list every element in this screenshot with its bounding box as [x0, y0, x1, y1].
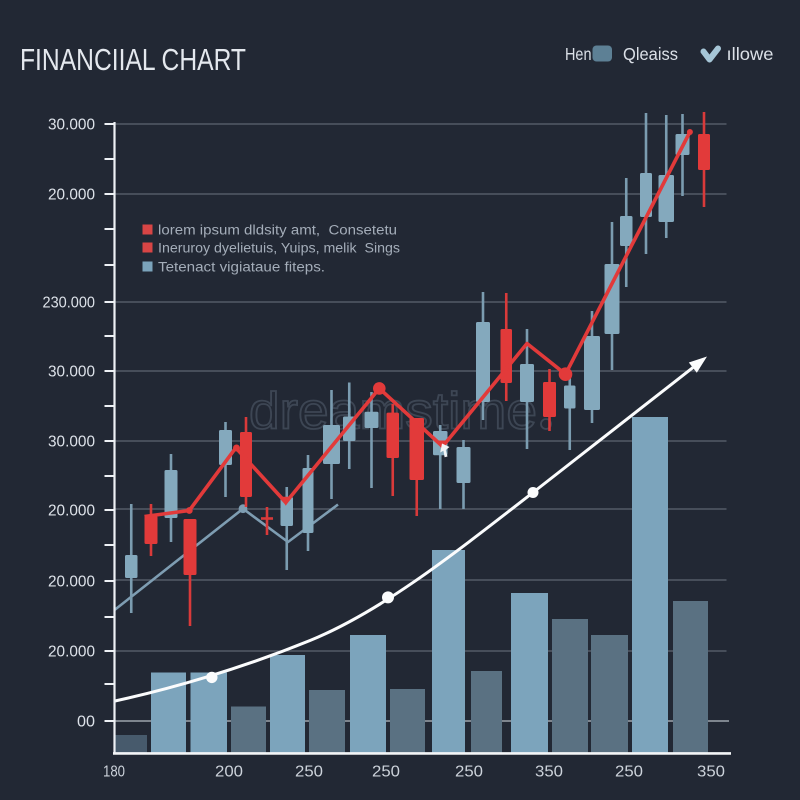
svg-text:Hen: Hen — [565, 44, 592, 64]
svg-text:20.000: 20.000 — [48, 503, 95, 520]
svg-text:350: 350 — [535, 764, 563, 781]
svg-text:250: 250 — [615, 764, 643, 781]
svg-text:30.000: 30.000 — [48, 117, 95, 134]
svg-text:FINANCIIAL CHART: FINANCIIAL CHART — [20, 42, 246, 77]
svg-text:20.000: 20.000 — [48, 644, 95, 661]
svg-text:00: 00 — [77, 714, 95, 731]
svg-text:20.000: 20.000 — [48, 187, 95, 204]
svg-text:180: 180 — [103, 764, 125, 781]
svg-text:250: 250 — [295, 764, 323, 781]
svg-text:250: 250 — [372, 764, 400, 781]
svg-text:350: 350 — [697, 764, 725, 781]
svg-text:230.000: 230.000 — [43, 295, 96, 312]
svg-text:250: 250 — [455, 764, 483, 781]
svg-text:20.000: 20.000 — [48, 574, 95, 591]
svg-text:ıllowe: ıllowe — [727, 44, 774, 64]
svg-text:30.000: 30.000 — [48, 364, 95, 381]
svg-text:200: 200 — [215, 764, 243, 781]
svg-text:30.000: 30.000 — [48, 434, 95, 451]
svg-text:lorem ipsum dldsity amt, Cons: lorem ipsum dldsity amt, Consetetu — [158, 222, 397, 237]
svg-text:Qleaiss: Qleaiss — [623, 44, 678, 64]
svg-text:Tetenact vigiataue fiteps.: Tetenact vigiataue fiteps. — [158, 259, 325, 274]
svg-text:Ineruroy dyelietuis, Yuips, me: Ineruroy dyelietuis, Yuips, melik Sings — [158, 240, 400, 255]
